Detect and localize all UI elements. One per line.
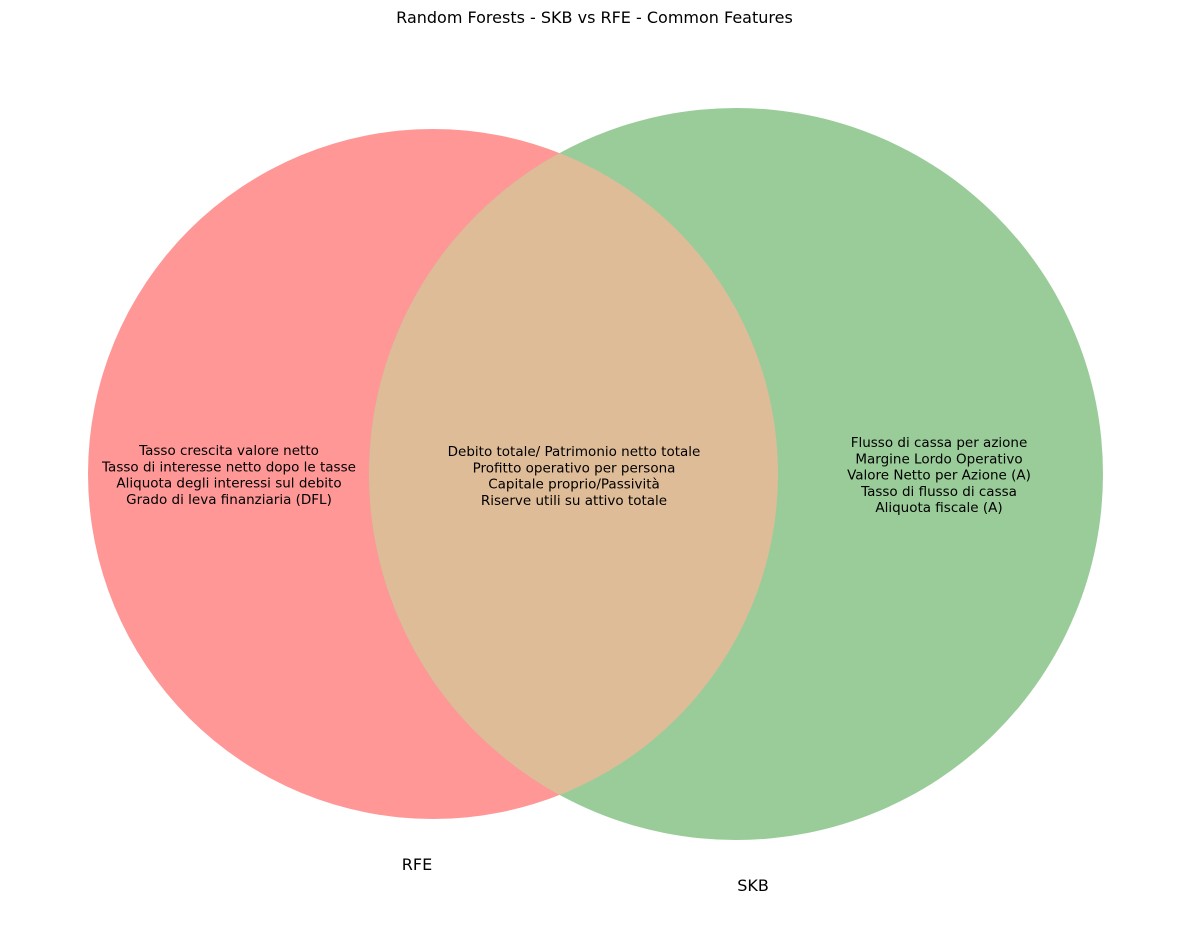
feature-label: Profitto operativo per persona <box>473 460 676 476</box>
feature-label: Aliquota degli interessi sul debito <box>116 476 341 492</box>
rfe-set-label: RFE <box>402 855 432 874</box>
feature-label: Tasso crescita valore netto <box>138 443 319 459</box>
skb-only-features: Flusso di cassa per azione Margine Lordo … <box>847 435 1031 516</box>
common-features: Debito totale/ Patrimonio netto totale Pr… <box>448 444 701 509</box>
intersection-region <box>369 129 778 819</box>
feature-label: Capitale proprio/Passività <box>488 477 660 493</box>
skb-set-label: SKB <box>737 876 769 895</box>
feature-label: Riserve utili su attivo totale <box>481 493 667 509</box>
feature-label: Tasso di flusso di cassa <box>860 484 1017 500</box>
feature-label: Aliquota fiscale (A) <box>875 500 1002 516</box>
feature-label: Debito totale/ Patrimonio netto totale <box>448 444 701 460</box>
feature-label: Valore Netto per Azione (A) <box>847 468 1031 484</box>
diagram-title: Random Forests - SKB vs RFE - Common Fea… <box>396 8 793 27</box>
feature-label: Grado di leva finanziaria (DFL) <box>126 492 332 508</box>
feature-label: Margine Lordo Operativo <box>855 451 1022 467</box>
feature-label: Flusso di cassa per azione <box>851 435 1028 451</box>
rfe-only-features: Tasso crescita valore netto Tasso di inte… <box>101 443 356 508</box>
feature-label: Tasso di interesse netto dopo le tasse <box>101 459 356 475</box>
